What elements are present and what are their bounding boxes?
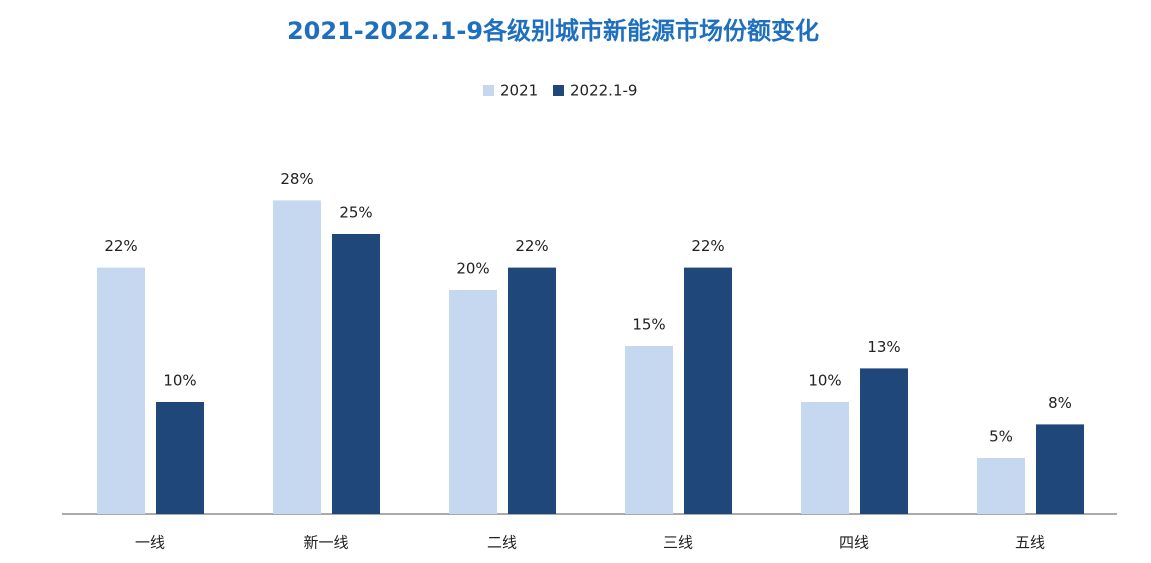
data-label: 22% bbox=[515, 237, 548, 255]
bar bbox=[801, 402, 849, 514]
bar bbox=[625, 346, 673, 514]
bar bbox=[860, 368, 908, 514]
chart-title: 2021-2022.1-9各级别城市新能源市场份额变化 bbox=[287, 17, 819, 45]
data-label: 10% bbox=[163, 372, 196, 390]
bar bbox=[684, 267, 732, 514]
bar bbox=[508, 267, 556, 514]
legend-swatch bbox=[553, 85, 564, 96]
data-label: 22% bbox=[691, 237, 724, 255]
x-tick-label: 三线 bbox=[663, 534, 693, 552]
x-tick-label: 新一线 bbox=[303, 534, 348, 552]
data-label: 13% bbox=[867, 338, 900, 356]
data-label: 8% bbox=[1048, 394, 1072, 412]
bar bbox=[332, 234, 380, 514]
bar bbox=[97, 267, 145, 514]
data-label: 5% bbox=[989, 428, 1013, 446]
bar bbox=[449, 290, 497, 514]
data-label: 10% bbox=[808, 372, 841, 390]
x-tick-label: 一线 bbox=[135, 534, 165, 552]
legend-swatch bbox=[483, 85, 494, 96]
data-label: 28% bbox=[280, 170, 313, 188]
data-label: 22% bbox=[104, 237, 137, 255]
bar bbox=[156, 402, 204, 514]
x-tick-label: 四线 bbox=[839, 534, 869, 552]
x-tick-label: 五线 bbox=[1015, 534, 1045, 552]
legend-label: 2022.1-9 bbox=[570, 82, 637, 100]
legend-label: 2021 bbox=[500, 82, 538, 100]
x-tick-label: 二线 bbox=[487, 534, 517, 552]
bar bbox=[1036, 424, 1084, 514]
bar bbox=[977, 458, 1025, 514]
data-label: 25% bbox=[339, 204, 372, 222]
bar bbox=[273, 200, 321, 514]
data-label: 15% bbox=[632, 316, 665, 334]
data-label: 20% bbox=[456, 260, 489, 278]
